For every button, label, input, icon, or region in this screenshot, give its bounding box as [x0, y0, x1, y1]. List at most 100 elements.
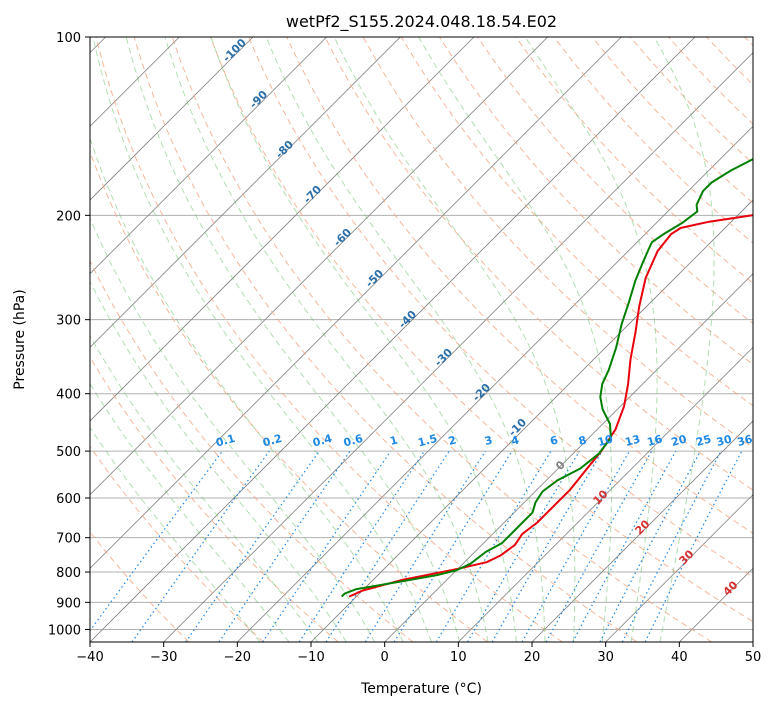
dry-adiabat [438, 37, 753, 366]
mixing-ratio-label: 6 [549, 433, 560, 448]
moist-adiabat [164, 37, 489, 642]
mixing-ratio-label: 0.6 [342, 432, 365, 450]
y-axis-label: Pressure (hPa) [12, 289, 28, 389]
mixing-ratio-line [218, 450, 351, 642]
dry-adiabat-label: -30 [432, 346, 455, 369]
dry-adiabat [286, 37, 753, 534]
dry-adiabat [515, 37, 753, 284]
dry-adiabat-label: -50 [363, 267, 386, 290]
y-tick-label: 800 [56, 566, 81, 581]
mixing-ratio-line [545, 450, 653, 642]
y-tick-label: 300 [56, 314, 81, 329]
x-tick-label: −30 [150, 650, 177, 665]
y-tick-label: 500 [56, 445, 81, 460]
dry-adiabat [171, 37, 712, 642]
mixing-ratio-line [185, 450, 320, 642]
dry-adiabat [248, 37, 753, 578]
dry-adiabat [133, 37, 638, 642]
mixing-ratio-line [262, 450, 392, 642]
isotherm-line [679, 567, 753, 642]
moist-adiabat [90, 426, 261, 642]
mixing-ratio-label: 0.1 [214, 432, 236, 450]
mixing-ratio-label: 13 [624, 432, 642, 449]
mixing-ratio-label: 36 [736, 432, 754, 449]
x-tick-label: 40 [671, 650, 688, 665]
x-tick-label: 30 [597, 650, 614, 665]
dry-adiabat-label: -20 [470, 381, 493, 404]
moist-adiabat [210, 37, 517, 642]
x-tick-label: 0 [381, 650, 389, 665]
moist-adiabat [524, 37, 658, 642]
plot-frame [89, 36, 754, 643]
mixing-ratio-label: 0.2 [261, 432, 283, 450]
dry-adiabat-label: -100 [220, 36, 249, 65]
y-tick-label: 600 [56, 492, 81, 507]
isotherm-line [90, 37, 696, 642]
mixing-ratio-label: 20 [670, 432, 688, 449]
dry-adiabat [553, 37, 753, 244]
dry-adiabat [324, 37, 753, 491]
dry-adiabat [90, 150, 488, 642]
mixing-ratio-line [393, 450, 513, 642]
dry-adiabat-label: -40 [396, 308, 419, 331]
moist-adiabat [90, 382, 290, 642]
moist-adiabat [125, 37, 461, 642]
dry-adiabat [95, 37, 563, 642]
y-tick-label: 100 [56, 31, 81, 46]
isotherm-line [384, 273, 753, 642]
dewpoint-profile [340, 157, 753, 598]
isotherm-line [237, 125, 753, 642]
mixing-ratio-label: 4 [510, 433, 521, 448]
moist-adiabat [90, 280, 347, 642]
x-tick-label: 50 [745, 650, 762, 665]
dry-adiabat-label: -70 [301, 183, 324, 206]
mixing-ratio-label: 30 [715, 432, 733, 449]
dry-adiabat [210, 37, 753, 623]
x-tick-label: 10 [450, 650, 467, 665]
y-tick-label: 200 [56, 209, 81, 224]
mixing-ratio-line [599, 450, 702, 642]
dry-adiabat [90, 445, 264, 642]
isotherm-line [90, 37, 401, 348]
moist-adiabat [90, 136, 404, 642]
isotherm-line [531, 420, 753, 642]
y-tick-label: 400 [56, 388, 81, 403]
mixing-ratio-label: 0.4 [311, 432, 334, 450]
x-tick-label: 20 [524, 650, 541, 665]
isotherm-line [90, 37, 622, 569]
mixing-ratio-line [325, 450, 450, 642]
mixing-ratio-label: 3 [483, 433, 494, 448]
dry-adiabat [706, 37, 753, 86]
x-tick-label: −40 [76, 650, 103, 665]
dry-adiabat-label: -80 [273, 138, 296, 161]
x-axis-label: Temperature (°C) [360, 681, 482, 697]
moist-adiabat [90, 334, 319, 642]
temperature-profile [348, 214, 753, 598]
mixing-ratio-label: 10 [596, 432, 614, 449]
y-tick-label: 700 [56, 532, 81, 547]
y-tick-label: 900 [56, 596, 81, 611]
mixing-ratio-line [90, 450, 223, 632]
isotherm-line [605, 494, 753, 642]
temperature-label: 30 [677, 547, 697, 567]
isotherm-line [90, 37, 475, 422]
mixing-ratio-line [364, 450, 486, 642]
moist-adiabat [90, 216, 376, 642]
mixing-ratio-label: 1.5 [416, 432, 438, 450]
dry-adiabat [90, 356, 339, 642]
x-tick-label: −20 [224, 650, 251, 665]
mixing-ratio-label: 1 [388, 433, 399, 448]
isotherm-line [90, 37, 548, 496]
y-tick-label: 1000 [48, 623, 81, 638]
temperature-label: 10 [591, 487, 611, 507]
mixing-ratio-line [572, 450, 677, 642]
dry-adiabat [90, 531, 190, 642]
isotherm-line [752, 641, 753, 642]
moist-adiabat [265, 37, 546, 642]
mixing-ratio-line [644, 450, 743, 642]
x-tick-label: −10 [297, 650, 324, 665]
dry-adiabat [90, 259, 414, 642]
mixing-ratio-label: 2 [447, 433, 458, 448]
